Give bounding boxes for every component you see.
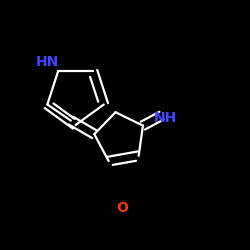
Text: NH: NH [154,110,178,124]
Text: HN: HN [36,55,59,69]
Text: O: O [116,201,128,215]
